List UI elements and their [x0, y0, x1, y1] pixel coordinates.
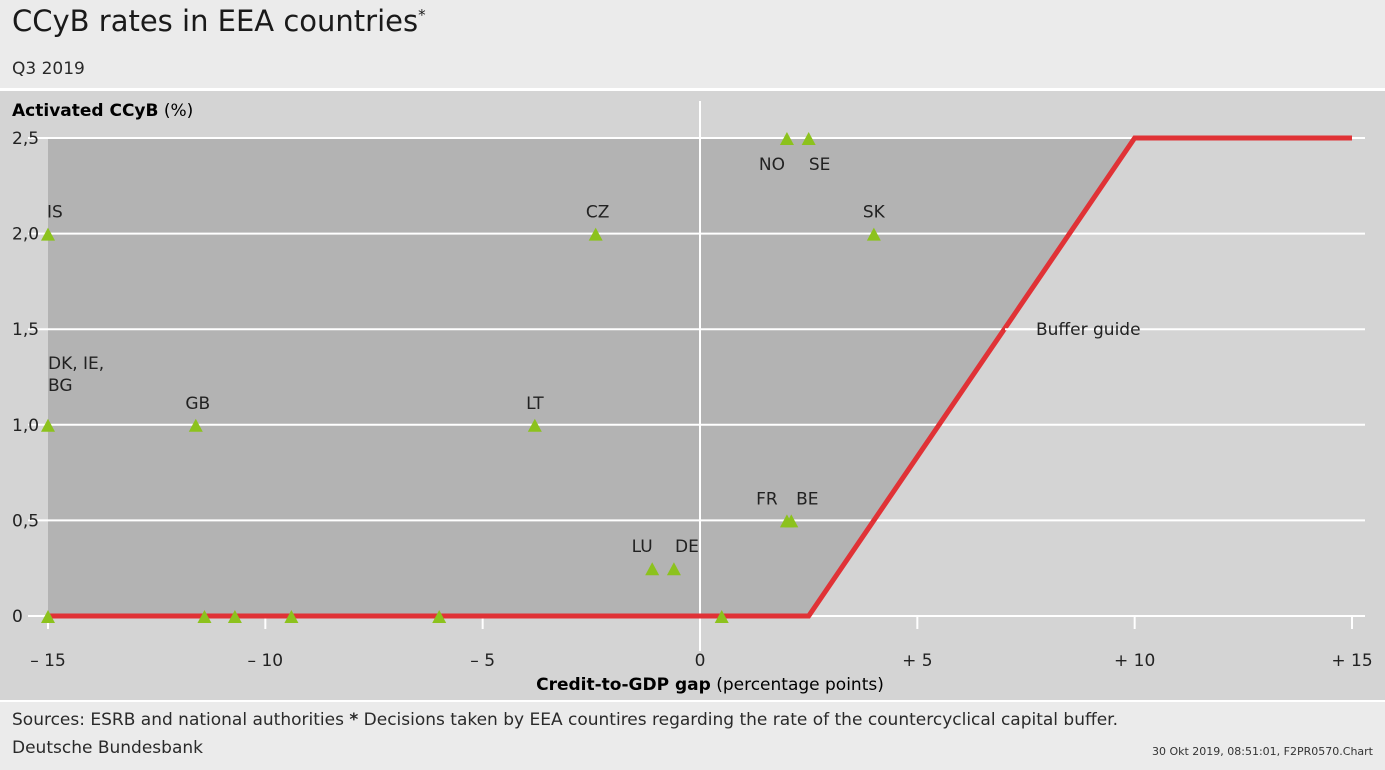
- y-tick-labels: 0 0,5 1,0 1,5 2,0 2,5: [12, 129, 39, 627]
- country-labels: IS CZ SK NO SE DK, IE, BG GB LT FR BE LU DE: [47, 155, 886, 557]
- y-tick-label: 2,5: [12, 129, 39, 149]
- publisher: Deutsche Bundesbank: [12, 738, 203, 758]
- country-label-line: BG: [48, 376, 73, 396]
- country-marker: [801, 132, 816, 145]
- country-label: IS: [47, 203, 63, 223]
- country-marker: [714, 610, 729, 623]
- footer-sources: Sources: ESRB and national authorities *…: [12, 710, 1118, 730]
- y-tick-label: 1,0: [12, 416, 39, 436]
- country-label: DE: [675, 537, 699, 557]
- country-marker: [432, 610, 447, 623]
- title-footnote-marker: *: [418, 6, 426, 24]
- country-label: LU: [632, 537, 653, 557]
- country-marker: [197, 610, 212, 623]
- x-tick-label: + 5: [902, 651, 932, 671]
- x-tick-label: 0: [695, 651, 706, 671]
- country-label: NO: [759, 155, 785, 175]
- country-marker: [188, 418, 203, 432]
- country-marker: [41, 418, 55, 432]
- y-axis-unit: (%): [164, 101, 193, 121]
- country-marker: [645, 562, 660, 576]
- y-axis-title-main: Activated CCyB: [12, 101, 158, 121]
- country-marker: [284, 610, 299, 623]
- buffer-guide-label: Buffer guide: [1036, 320, 1141, 340]
- x-tick-label: – 5: [470, 651, 495, 671]
- country-label: SK: [863, 203, 886, 223]
- country-marker: [588, 227, 603, 241]
- chart-subtitle: Q3 2019: [12, 59, 85, 79]
- footnote-text: Decisions taken by EEA countires regardi…: [363, 710, 1118, 730]
- country-label: LT: [526, 394, 544, 414]
- buffer-guide-annotation: Buffer guide: [1005, 320, 1141, 340]
- country-label: FR: [756, 489, 778, 509]
- footnote-marker: *: [349, 710, 359, 730]
- chart-title-text: CCyB rates in EEA countries: [12, 4, 419, 38]
- country-label-line: DK, IE,: [48, 354, 104, 374]
- x-tick-label: + 10: [1114, 651, 1155, 671]
- y-tick-label: 1,5: [12, 320, 39, 340]
- x-tick-label: + 15: [1331, 651, 1372, 671]
- chart-footer: Sources: ESRB and national authorities *…: [0, 700, 1385, 770]
- country-marker: [666, 562, 681, 576]
- country-marker: [784, 514, 799, 528]
- country-marker: [779, 132, 794, 145]
- y-axis-title: Activated CCyB (%): [12, 101, 193, 121]
- country-label: GB: [185, 394, 210, 414]
- country-label: BE: [796, 489, 818, 509]
- sources-text: Sources: ESRB and national authorities: [12, 710, 344, 730]
- chart-plot: 0 0,5 1,0 1,5 2,0 2,5 – 15 – 10 – 5 0 + 5 + 10 + 15…: [0, 91, 1385, 700]
- buffer-gap-shaded-region: [48, 138, 1135, 616]
- chart-title: CCyB rates in EEA countries*: [12, 4, 426, 38]
- country-marker: [227, 610, 242, 623]
- country-markers: [41, 132, 881, 623]
- y-tick-label: 0: [12, 607, 23, 627]
- x-axis-unit: (percentage points): [716, 675, 884, 695]
- country-label: DK, IE, BG: [48, 354, 104, 396]
- chart-header: CCyB rates in EEA countries* Q3 2019: [0, 0, 1385, 91]
- footer-divider: [0, 700, 1385, 702]
- x-tick-label: – 15: [30, 651, 66, 671]
- country-label: CZ: [586, 203, 610, 223]
- country-label: SE: [809, 155, 831, 175]
- country-marker: [866, 227, 881, 241]
- x-tick-labels: – 15 – 10 – 5 0 + 5 + 10 + 15: [30, 616, 1373, 671]
- x-axis-title-main: Credit-to-GDP gap: [536, 675, 711, 695]
- country-marker: [527, 418, 542, 432]
- country-marker: [41, 610, 55, 623]
- y-tick-label: 2,0: [12, 225, 39, 245]
- header-divider: [0, 88, 1385, 91]
- buffer-guide-line: [48, 135, 1352, 619]
- x-tick-label: – 10: [248, 651, 284, 671]
- y-tick-label: 0,5: [12, 511, 39, 531]
- timestamp-stamp: 30 Okt 2019, 08:51:01, F2PR0570.Chart: [1151, 745, 1373, 758]
- x-axis-title: Credit-to-GDP gap (percentage points): [536, 675, 884, 695]
- country-marker: [41, 227, 55, 241]
